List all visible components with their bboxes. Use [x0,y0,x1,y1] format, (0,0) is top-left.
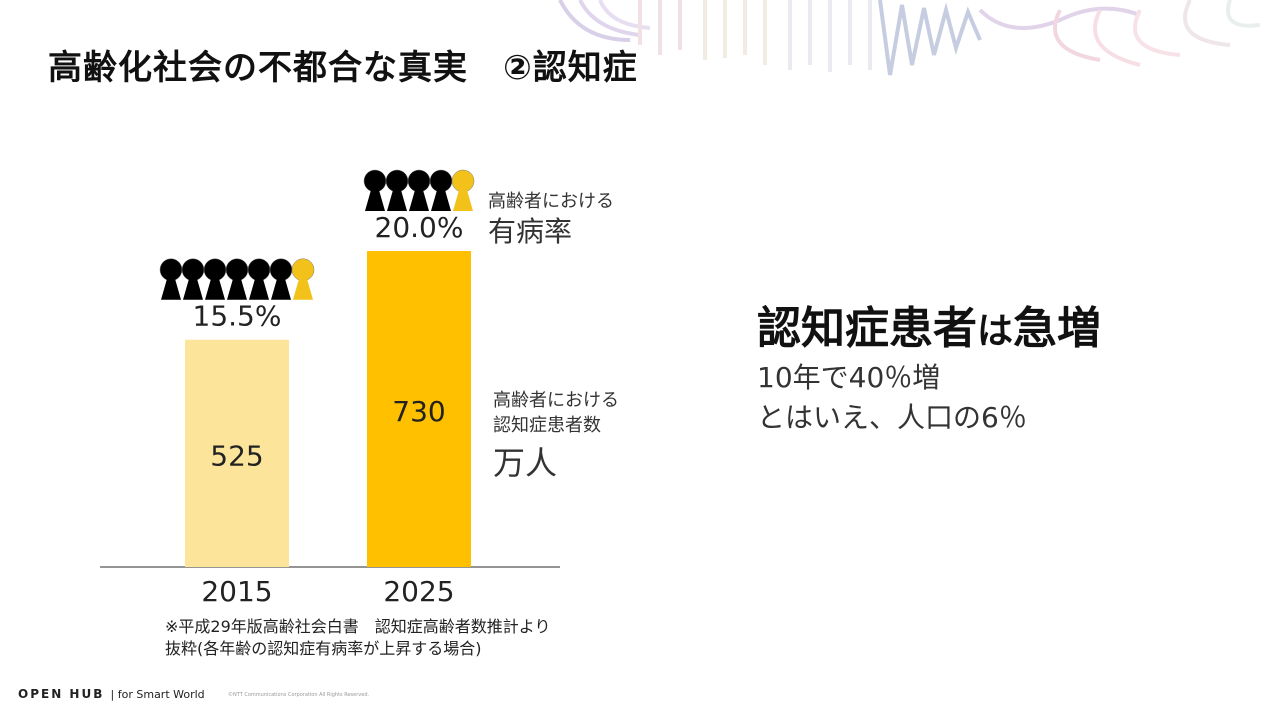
headline-part2: は [977,311,1014,352]
prevalence-label: 有病率 [488,215,573,248]
prevalence-label-small: 高齢者における [488,191,614,212]
subline-2: とはいえ、人口の6％ [757,401,1027,434]
decorative-wave-graphic [558,0,1261,76]
source-note-line2: 抜粋(各年齢の認知症有病率が上昇する場合) [165,639,482,658]
prevalence-label-value: 15.5% [193,300,282,333]
subline-1: 10年で40％増 [757,361,941,394]
headline-part3: 急増 [1013,303,1102,354]
bar-2025 [367,251,471,567]
person-icon [159,258,183,300]
bar-chart: 525 2015 15.5% 730 2025 20.0% [100,169,560,608]
bar-value-label: 525 [210,439,263,472]
prevalence-label-value: 20.0% [375,211,464,244]
brand-tagline: | for Smart World [110,688,205,701]
copyright: ©NTT Communications Corporation All Righ… [228,692,370,698]
person-icon [407,169,431,211]
headline-part1: 認知症患者 [757,303,977,354]
x-tick-label: 2025 [383,575,454,608]
count-label-line2: 認知症患者数 [493,415,601,436]
source-note: ※平成29年版高齢社会白書 認知症高齢者数推計より 抜粋(各年齢の認知症有病率が… [165,616,550,660]
brand-logo-text: OPEN HUB [18,687,105,701]
source-note-line1: ※平成29年版高齢社会白書 認知症高齢者数推計より [165,617,551,636]
person-icon-highlighted [291,258,315,300]
person-icon [363,169,387,211]
headline: 認知症患者は急増 [757,292,1101,356]
person-icon [225,258,249,300]
footer-brand: OPEN HUB | for Smart World [18,687,205,701]
person-icon [385,169,409,211]
page-title: 高齢化社会の不都合な真実 ②認知症 [48,48,638,88]
count-label-line1: 高齢者における [493,390,619,411]
bar-2015 [185,339,289,567]
person-icon [203,258,227,300]
person-icon-highlighted [451,169,475,211]
x-tick-label: 2015 [201,575,272,608]
person-icon [247,258,271,300]
person-icon [269,258,293,300]
unit-label: 万人 [493,444,558,482]
person-icon [181,258,205,300]
person-icon [429,169,453,211]
bar-value-label: 730 [392,395,445,428]
